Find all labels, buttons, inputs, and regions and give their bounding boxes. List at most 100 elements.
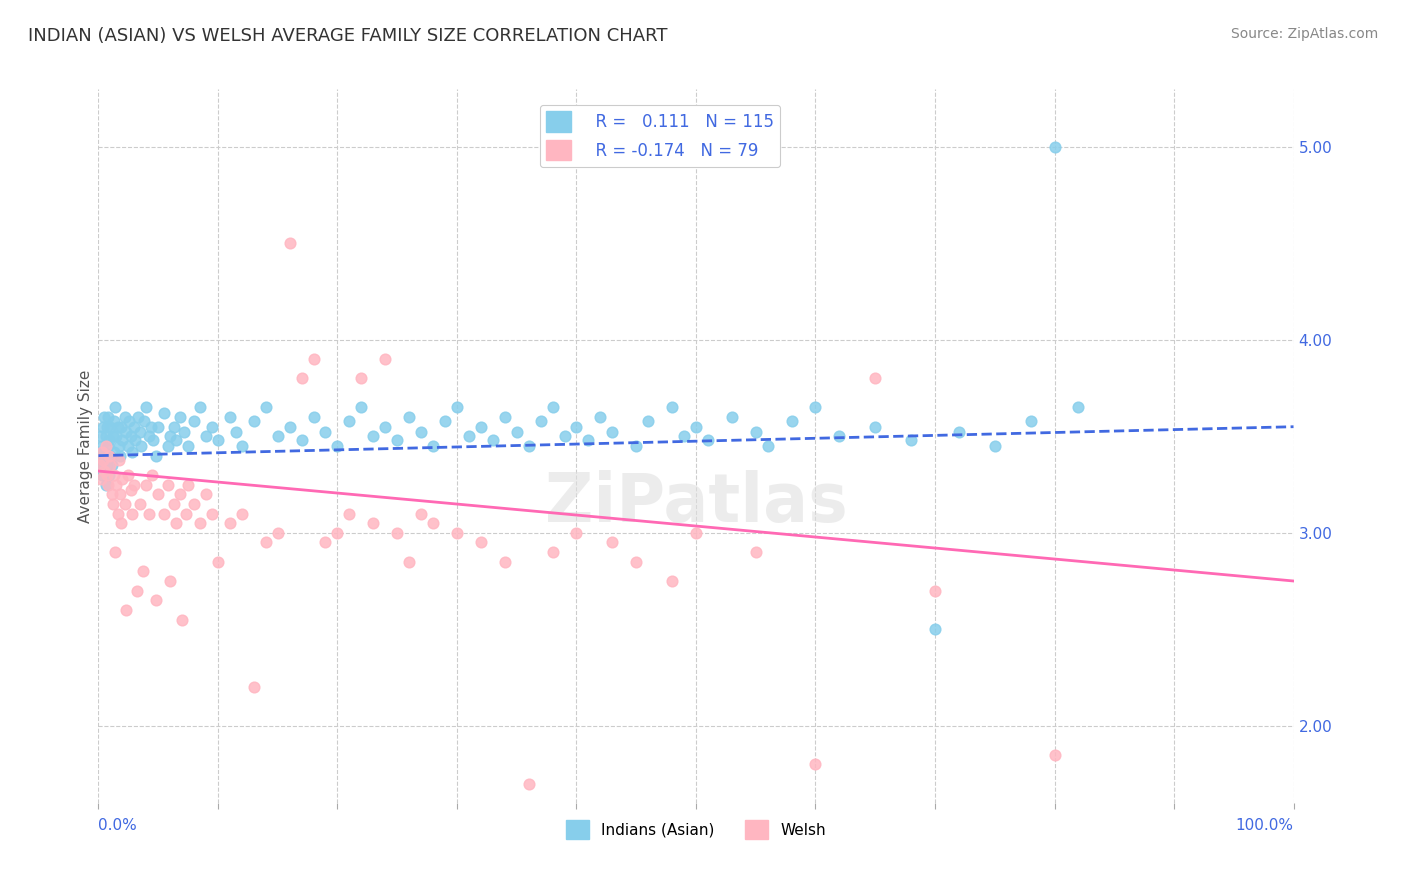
Point [163, 419, 186, 434]
Point [94, 477, 117, 491]
Point [302, 352, 325, 367]
Point [90, 429, 112, 443]
Point [148, 487, 170, 501]
Point [828, 429, 851, 443]
Point [141, 467, 163, 482]
Point [132, 414, 155, 428]
Point [98, 449, 121, 463]
Point [315, 535, 337, 549]
Point [578, 434, 600, 448]
Legend: Indians (Asian), Welsh: Indians (Asian), Welsh [560, 814, 832, 845]
Point [278, 236, 301, 251]
Point [661, 401, 683, 415]
Point [124, 434, 146, 448]
Point [530, 414, 553, 428]
Point [110, 516, 132, 530]
Point [219, 410, 242, 425]
Point [602, 535, 624, 549]
Point [98, 419, 122, 434]
Point [107, 439, 129, 453]
Point [673, 429, 696, 443]
Point [188, 401, 211, 415]
Point [225, 425, 247, 440]
Point [385, 525, 409, 540]
Point [91, 467, 114, 482]
Point [145, 593, 167, 607]
Point [267, 525, 290, 540]
Point [117, 467, 139, 482]
Point [195, 487, 218, 501]
Point [1043, 140, 1066, 154]
Point [363, 516, 385, 530]
Point [385, 434, 409, 448]
Point [517, 439, 540, 453]
Point [291, 371, 314, 385]
Point [231, 507, 253, 521]
Point [745, 425, 768, 440]
Point [339, 507, 361, 521]
Point [91, 444, 114, 458]
Point [153, 507, 176, 521]
Point [108, 449, 131, 463]
Point [138, 507, 160, 521]
Point [131, 439, 153, 453]
Point [107, 452, 129, 467]
Point [156, 439, 179, 453]
Point [135, 401, 157, 415]
Point [169, 410, 191, 425]
Point [661, 574, 683, 588]
Point [183, 497, 205, 511]
Text: INDIAN (ASIAN) VS WELSH AVERAGE FAMILY SIZE CORRELATION CHART: INDIAN (ASIAN) VS WELSH AVERAGE FAMILY S… [28, 27, 668, 45]
Point [254, 535, 277, 549]
Point [125, 583, 148, 598]
Point [120, 429, 142, 443]
Point [127, 410, 149, 425]
Point [195, 429, 218, 443]
Point [103, 467, 125, 482]
Point [1019, 414, 1042, 428]
Text: 100.0%: 100.0% [1236, 818, 1294, 833]
Point [159, 574, 181, 588]
Point [201, 419, 224, 434]
Text: ZiPatlas: ZiPatlas [544, 470, 848, 536]
Point [374, 419, 396, 434]
Point [865, 371, 887, 385]
Point [94, 439, 117, 453]
Point [398, 555, 420, 569]
Point [111, 434, 134, 448]
Point [101, 429, 124, 443]
Point [89, 458, 111, 473]
Point [104, 545, 127, 559]
Point [93, 444, 115, 458]
Point [105, 429, 128, 443]
Point [446, 401, 468, 415]
Point [984, 439, 1007, 453]
Point [131, 565, 153, 579]
Point [124, 419, 146, 434]
Point [350, 371, 373, 385]
Point [721, 410, 744, 425]
Point [374, 352, 396, 367]
Point [97, 410, 120, 425]
Point [96, 467, 118, 482]
Point [602, 425, 624, 440]
Point [207, 555, 229, 569]
Point [804, 401, 827, 415]
Point [121, 444, 143, 458]
Point [107, 419, 129, 434]
Point [422, 439, 444, 453]
Point [145, 449, 167, 463]
Point [685, 419, 707, 434]
Point [422, 516, 444, 530]
Point [142, 434, 165, 448]
Text: Source: ZipAtlas.com: Source: ZipAtlas.com [1230, 27, 1378, 41]
Point [124, 477, 146, 491]
Point [173, 425, 195, 440]
Point [924, 583, 946, 598]
Point [350, 401, 373, 415]
Point [129, 497, 152, 511]
Point [315, 425, 337, 440]
Point [291, 434, 314, 448]
Point [96, 458, 118, 473]
Point [138, 429, 160, 443]
